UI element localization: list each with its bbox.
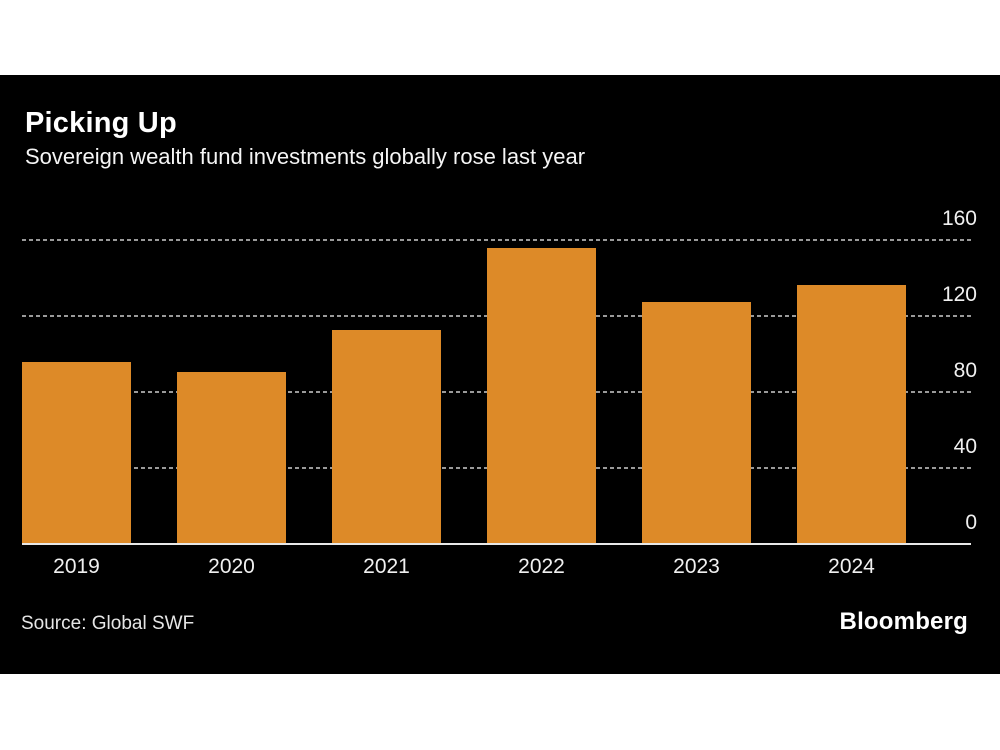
y-axis-tick-160: 160	[941, 207, 977, 230]
chart-card: Picking Up Sovereign wealth fund investm…	[0, 75, 1000, 674]
bar-2019	[22, 362, 131, 543]
chart-title: Picking Up	[25, 107, 177, 139]
x-axis-tick-2024: 2024	[828, 555, 875, 578]
x-axis-tick-2019: 2019	[53, 555, 100, 578]
chart-subtitle: Sovereign wealth fund investments global…	[25, 144, 586, 169]
y-axis-tick-80: 80	[953, 359, 977, 382]
y-axis-tick-120: 120	[941, 283, 977, 306]
x-axis-tick-2021: 2021	[363, 555, 410, 578]
bar-2022	[487, 248, 596, 543]
bar-2024	[797, 285, 906, 543]
plot-area: 0 40 80 120 160 2019 2020 2021 2022 2023 2024	[22, 208, 977, 577]
source-note: Source: Global SWF	[21, 613, 195, 634]
bloomberg-logo: Bloomberg	[839, 608, 968, 635]
x-axis-tick-2023: 2023	[673, 555, 720, 578]
y-axis-tick-40: 40	[953, 435, 977, 458]
y-axis-tick-0: 0	[965, 511, 977, 534]
gridline-160	[22, 239, 971, 241]
x-axis-baseline	[22, 543, 971, 545]
bar-2020	[177, 372, 286, 543]
x-axis-tick-2020: 2020	[208, 555, 255, 578]
x-axis-tick-2022: 2022	[518, 555, 565, 578]
bar-2021	[332, 330, 441, 543]
bar-2023	[642, 302, 751, 543]
